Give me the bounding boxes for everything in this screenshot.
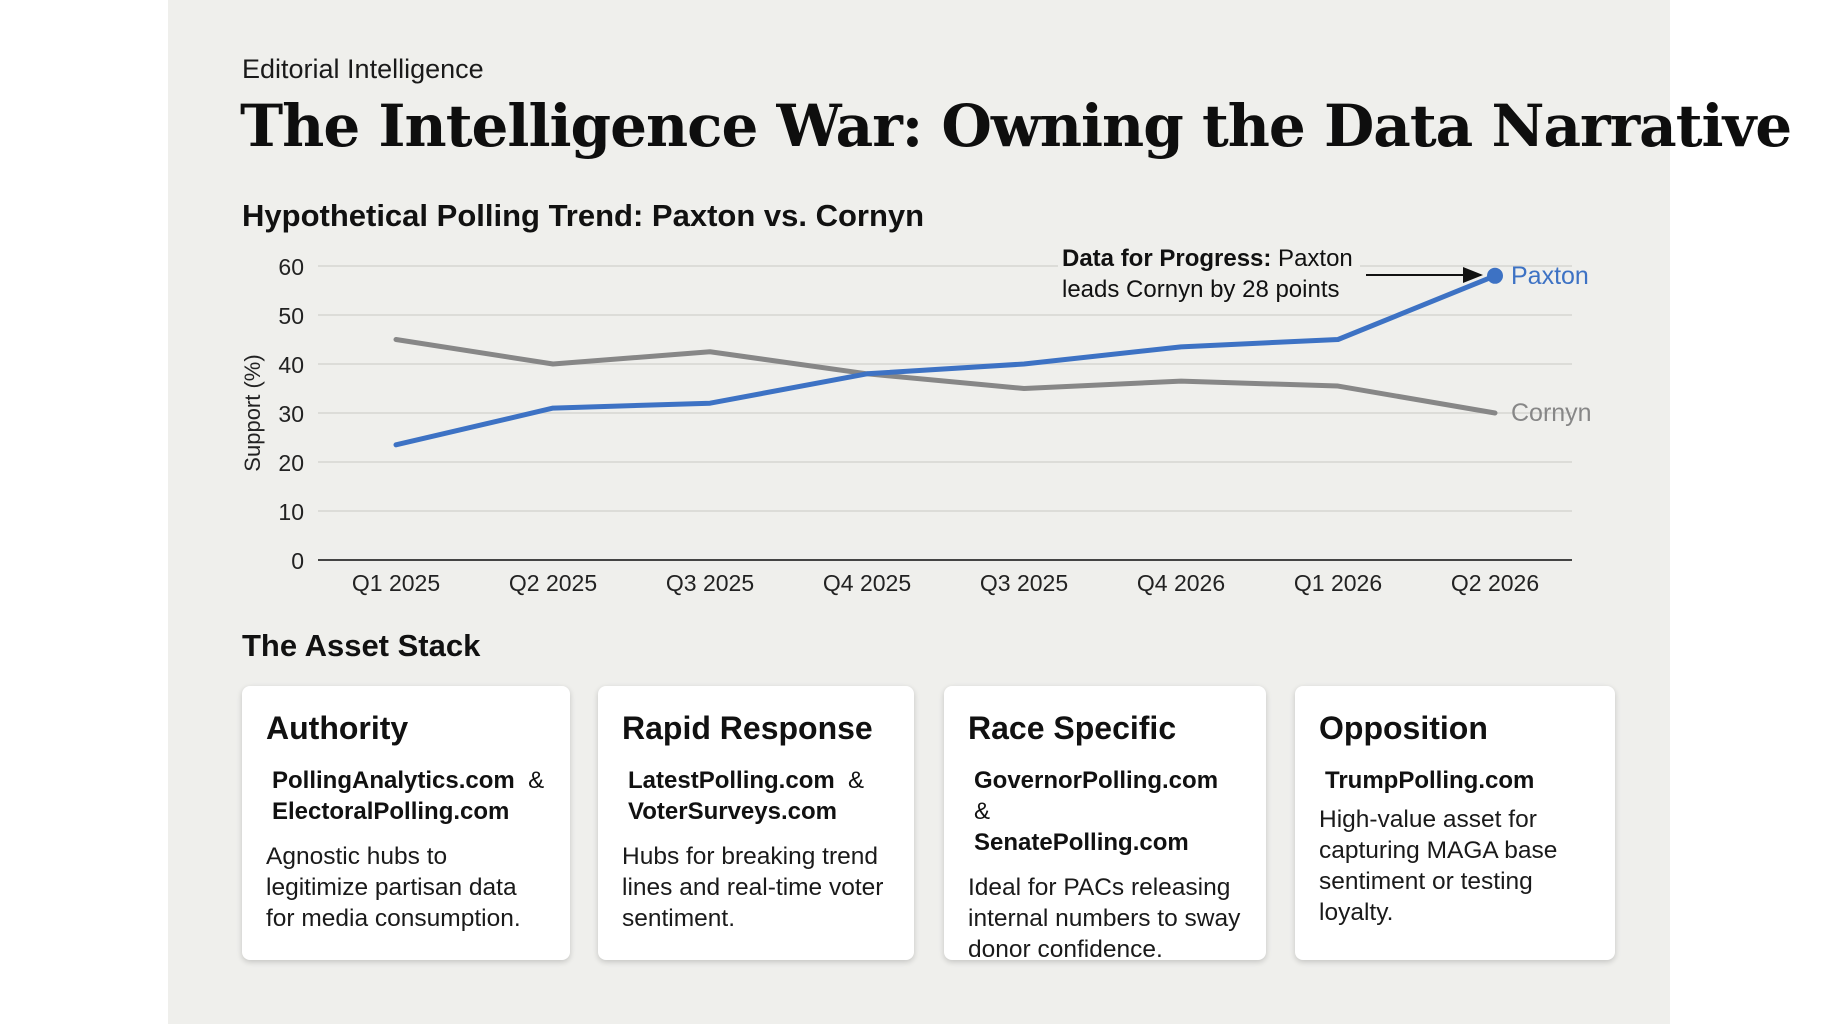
x-tick-label: Q3 2025 <box>666 570 754 596</box>
card-description: High-value asset for capturing MAGA base… <box>1319 804 1593 928</box>
series-label-paxton: Paxton <box>1511 262 1589 290</box>
card-description: Agnostic hubs to legitimize partisan dat… <box>266 841 548 934</box>
domain-name: GovernorPolling.com <box>974 767 1219 794</box>
domain-separator: & <box>848 767 865 794</box>
domain-name: PollingAnalytics.com <box>272 767 515 794</box>
kicker-label: Editorial Intelligence <box>242 54 484 84</box>
desc-line: lines and real-time voter <box>622 874 884 901</box>
y-tick-label: 10 <box>278 499 304 525</box>
annotation-text-rest: Paxton <box>1271 245 1352 272</box>
chart-title: Hypothetical Polling Trend: Paxton vs. C… <box>242 198 925 233</box>
asset-card-authority: Authority PollingAnalytics.com & Elector… <box>242 686 570 960</box>
x-tick-label: Q2 2026 <box>1451 570 1539 596</box>
desc-line: sentiment or testing <box>1319 868 1533 895</box>
y-tick-label: 0 <box>291 548 304 574</box>
desc-line: Agnostic hubs to <box>266 843 448 870</box>
x-tick-label: Q4 2025 <box>823 570 911 596</box>
y-axis-label: Support (%) <box>240 354 265 471</box>
polling-line-chart: 0 10 20 30 40 50 60 Q1 2025 Q2 2025 Q3 2025 Q4 202… <box>240 240 1592 596</box>
y-tick-label: 40 <box>278 352 304 378</box>
asset-stack-title: The Asset Stack <box>242 628 481 663</box>
desc-line: Ideal for PACs releasing <box>968 874 1231 901</box>
domain-name: ElectoralPolling.com <box>272 798 510 825</box>
annotation-source: Data for Progress: <box>1062 245 1271 272</box>
card-title: Race Specific <box>968 710 1177 746</box>
desc-line: Hubs for breaking trend <box>622 843 879 870</box>
annotation-text-line2: leads Cornyn by 28 points <box>1062 276 1340 303</box>
card-title: Opposition <box>1319 710 1488 746</box>
y-tick-label: 20 <box>278 450 304 476</box>
y-tick-label: 30 <box>278 401 304 427</box>
domain-name: VoterSurveys.com <box>628 798 837 825</box>
x-tick-label: Q1 2026 <box>1294 570 1382 596</box>
desc-line: sentiment. <box>622 905 736 932</box>
y-tick-label: 60 <box>278 254 304 280</box>
desc-line: legitimize partisan data <box>266 874 517 901</box>
highlight-point-paxton <box>1487 267 1503 284</box>
desc-line: donor confidence. <box>968 936 1163 963</box>
card-title: Authority <box>266 710 409 746</box>
desc-line: High-value asset for <box>1319 806 1537 833</box>
desc-line: for media consumption. <box>266 905 521 932</box>
asset-card-rapid-response: Rapid Response LatestPolling.com & Voter… <box>598 686 914 960</box>
annotation-background <box>1058 240 1360 306</box>
desc-line: loyalty. <box>1319 899 1394 926</box>
x-tick-label: Q3 2025 <box>980 570 1068 596</box>
asset-card-opposition: Opposition TrumpPolling.com High-value a… <box>1295 686 1615 960</box>
card-domains: GovernorPolling.com & SenatePolling.com <box>974 765 1244 858</box>
y-tick-label: 50 <box>278 303 304 329</box>
desc-line: internal numbers to sway <box>968 905 1241 932</box>
x-tick-label: Q4 2026 <box>1137 570 1225 596</box>
page-title: The Intelligence War: Owning the Data Na… <box>240 92 1792 160</box>
series-line-paxton <box>393 273 1498 448</box>
domain-separator: & <box>974 798 991 825</box>
card-title: Rapid Response <box>622 710 873 746</box>
desc-line: capturing MAGA base <box>1319 837 1558 864</box>
card-domains: TrumpPolling.com <box>1325 765 1593 796</box>
domain-name: TrumpPolling.com <box>1325 767 1535 794</box>
asset-card-race-specific: Race Specific GovernorPolling.com & Sena… <box>944 686 1266 963</box>
card-description: Ideal for PACs releasing internal number… <box>968 872 1244 965</box>
x-tick-label: Q2 2025 <box>509 570 597 596</box>
x-tick-label: Q1 2025 <box>352 570 440 596</box>
annotation-text-line1: Data for Progress: Paxton <box>1062 245 1353 272</box>
card-description: Hubs for breaking trend lines and real-t… <box>622 841 892 934</box>
card-domains: PollingAnalytics.com & ElectoralPolling.… <box>272 765 548 827</box>
series-label-cornyn: Cornyn <box>1511 399 1592 427</box>
domain-name: SenatePolling.com <box>974 829 1189 856</box>
card-domains: LatestPolling.com & VoterSurveys.com <box>628 765 892 827</box>
series-line-cornyn <box>393 337 1498 416</box>
domain-name: LatestPolling.com <box>628 767 835 794</box>
domain-separator: & <box>528 767 545 794</box>
